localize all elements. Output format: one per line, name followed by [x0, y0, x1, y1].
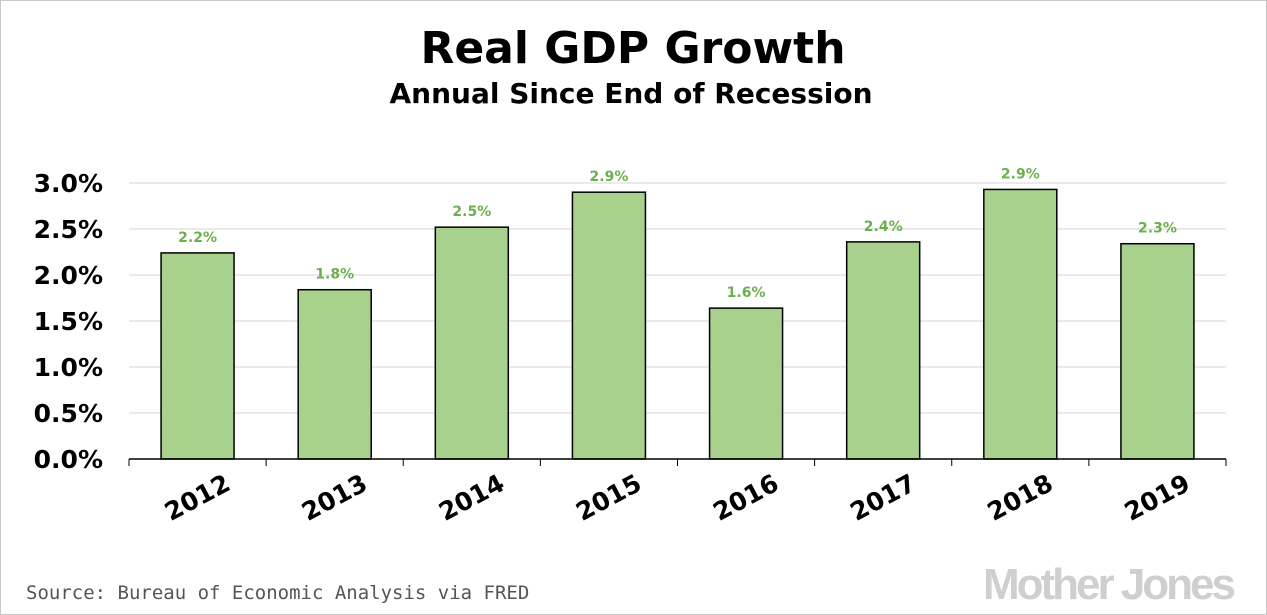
bar [708, 307, 784, 460]
source-note: Source: Bureau of Economic Analysis via … [26, 582, 529, 604]
data-label: 2.9% [1001, 166, 1040, 182]
y-tick-label: 1.0% [34, 353, 103, 382]
bar [160, 252, 235, 460]
x-tick-label: 2016 [708, 468, 783, 526]
y-tick-label: 1.5% [34, 307, 103, 336]
data-label: 2.9% [590, 169, 629, 185]
mother-jones-logo: Mother Jones [983, 560, 1235, 609]
y-tick-label: 0.5% [34, 399, 103, 428]
x-tick-label: 2014 [434, 468, 509, 526]
bar [297, 288, 372, 460]
y-tick-label: 2.0% [34, 261, 103, 290]
y-tick-label: 3.0% [34, 169, 103, 198]
x-tick-label: 2017 [845, 468, 920, 526]
x-tick-label: 2018 [983, 468, 1058, 526]
data-label: 1.6% [727, 285, 766, 301]
x-tick-label: 2015 [571, 468, 646, 526]
bar [983, 188, 1058, 460]
data-label: 2.5% [452, 204, 491, 220]
data-label: 2.3% [1138, 221, 1177, 237]
data-label: 2.4% [864, 219, 903, 235]
chart-title: Real GDP Growth [420, 23, 845, 74]
chart-subtitle: Annual Since End of Recession [390, 77, 873, 110]
bar [845, 241, 921, 460]
x-tick-label: 2013 [297, 468, 372, 526]
bar [571, 191, 647, 460]
bar [434, 226, 510, 460]
y-tick-label: 2.5% [34, 215, 103, 244]
x-tick-label: 2012 [160, 468, 235, 526]
x-tick-label: 2019 [1120, 468, 1195, 526]
data-label: 1.8% [315, 267, 354, 283]
bar [1120, 242, 1195, 460]
y-tick-label: 0.0% [34, 445, 103, 474]
data-label: 2.2% [178, 230, 217, 246]
